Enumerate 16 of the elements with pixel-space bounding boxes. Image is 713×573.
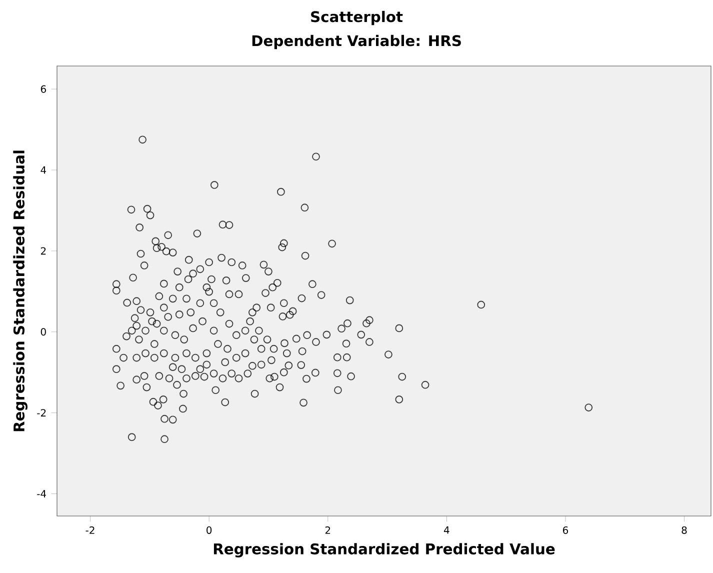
x-tick-label: 8 <box>682 526 687 534</box>
y-tick-label: 6 <box>40 85 46 93</box>
x-axis-title: Regression Standardized Predicted Value <box>214 543 555 558</box>
y-tick-label: -2 <box>37 409 46 416</box>
y-tick-label: -4 <box>37 490 46 498</box>
chart-subtitle: Dependent Variable: HRS <box>252 34 461 50</box>
x-tick-label: 0 <box>206 526 212 534</box>
y-axis-title: Regression Standardized Residual <box>13 150 28 432</box>
x-tick-label: 2 <box>325 526 330 534</box>
y-tick-label: 2 <box>40 247 46 255</box>
x-tick-label: 4 <box>444 526 450 534</box>
x-tick-label: 6 <box>562 526 568 534</box>
y-tick-label: 0 <box>40 328 46 336</box>
x-tick-label: -2 <box>86 526 94 534</box>
y-tick-label: 4 <box>40 166 46 174</box>
chart-title: Scatterplot <box>311 10 403 26</box>
